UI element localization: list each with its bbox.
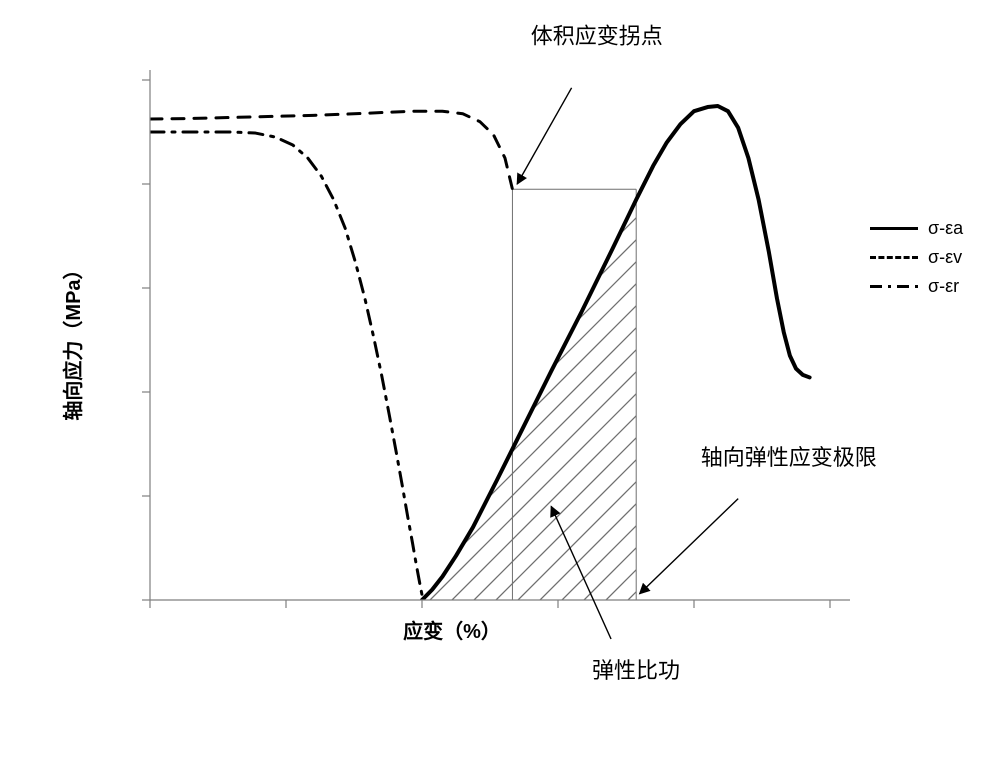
legend-item-0: σ-εa	[870, 218, 963, 239]
legend-swatch	[870, 285, 918, 288]
chart-svg: 轴向应力（MPa） 应变（%） 体积应变拐点轴向弹性应变极限弹性比功	[20, 20, 1000, 738]
legend-label: σ-εv	[928, 247, 962, 268]
legend-item-1: σ-εv	[870, 247, 963, 268]
legend-swatch	[870, 256, 918, 259]
x-axis-label: 应变（%）	[403, 619, 501, 643]
legend-swatch	[870, 227, 918, 230]
legend-label: σ-εa	[928, 218, 963, 239]
legend: σ-εa σ-εv σ-εr	[870, 210, 963, 305]
y-axis-label: 轴向应力（MPa）	[61, 259, 85, 420]
annotation-inflection: 体积应变拐点	[531, 24, 663, 49]
annotation-elastic-limit: 轴向弹性应变极限	[701, 445, 877, 470]
legend-item-2: σ-εr	[870, 276, 963, 297]
stress-strain-chart: 轴向应力（MPa）应变（%）体积应变拐点轴向弹性应变极限弹性比功 σ-εaσ-ε…	[20, 20, 1000, 738]
annotation-elastic-work: 弹性比功	[592, 658, 680, 683]
legend-label: σ-εr	[928, 276, 959, 297]
